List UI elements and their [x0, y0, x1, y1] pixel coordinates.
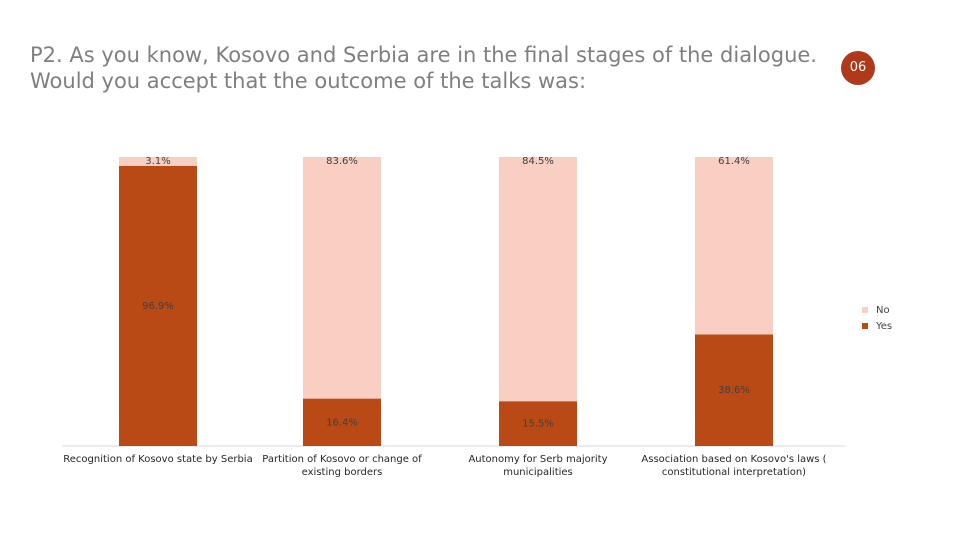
x-tick-label: Partition of Kosovo or change of existin…: [262, 454, 422, 478]
data-label: 61.4%: [718, 156, 750, 167]
x-tick-label: Autonomy for Serb majority municipalitie…: [468, 454, 608, 478]
x-tick-label: Association based on Kosovo's laws ( con…: [641, 454, 827, 478]
legend-label: No: [876, 305, 890, 316]
page-number: 06: [841, 51, 875, 85]
bar-segment: [499, 401, 577, 446]
chart-title: P2. As you know, Kosovo and Serbia are i…: [30, 43, 817, 93]
bar-segment: [695, 334, 773, 446]
data-label: 16.4%: [326, 417, 358, 428]
bar-segment: [499, 157, 577, 402]
legend-swatch: [862, 323, 868, 329]
data-label: 83.6%: [326, 156, 358, 167]
data-label: 3.1%: [145, 156, 170, 167]
legend-swatch: [862, 307, 868, 313]
bar-segment: [303, 398, 381, 446]
data-label: 96.9%: [142, 301, 174, 312]
data-label: 38.6%: [718, 385, 750, 396]
bar-segment: [119, 157, 197, 166]
data-label: 84.5%: [522, 156, 554, 167]
x-tick-label: Recognition of Kosovo state by Serbia: [63, 454, 253, 465]
legend-label: Yes: [875, 321, 892, 332]
bar-segment: [119, 165, 197, 447]
data-label: 15.5%: [522, 419, 554, 430]
bar-segment: [303, 157, 381, 399]
bar-segment: [695, 157, 773, 335]
